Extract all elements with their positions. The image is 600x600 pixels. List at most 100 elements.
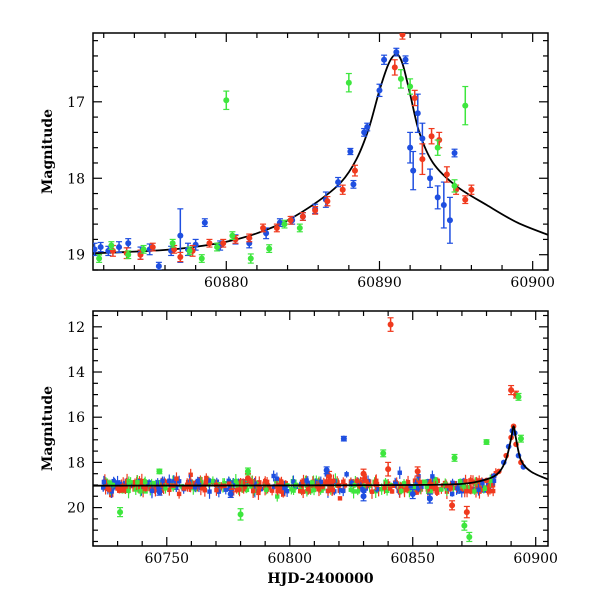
baseline-point — [278, 479, 284, 484]
baseline-point — [320, 484, 325, 489]
baseline-point — [349, 480, 354, 486]
plot-frame — [92, 32, 549, 271]
baseline-point — [275, 494, 280, 499]
baseline-point — [488, 478, 493, 484]
baseline-point — [123, 486, 128, 491]
data-point — [340, 435, 347, 442]
baseline-point — [158, 484, 164, 489]
baseline-point — [355, 481, 361, 486]
data-point — [177, 254, 184, 261]
baseline-point — [115, 480, 121, 485]
data-point — [281, 221, 288, 228]
baseline-point — [271, 484, 277, 489]
panel-top: 60880 60890 60900 17 18 19 Magnitude — [40, 32, 555, 291]
data-point — [198, 255, 205, 262]
baseline-point — [424, 484, 429, 489]
baseline-point — [188, 472, 193, 477]
baseline-point — [398, 486, 403, 491]
baseline-point — [300, 489, 306, 494]
data-point — [440, 202, 447, 209]
baseline-point — [321, 481, 326, 487]
baseline-point — [355, 489, 360, 494]
baseline-point — [135, 485, 141, 490]
baseline-point — [149, 488, 155, 494]
baseline-point — [198, 485, 204, 491]
baseline-point — [434, 486, 439, 492]
data-point — [410, 167, 417, 174]
baseline-point — [341, 488, 346, 494]
baseline-point — [448, 483, 453, 489]
data-point — [397, 75, 404, 82]
baseline-point — [167, 478, 172, 484]
data-point — [296, 224, 303, 231]
baseline-point — [291, 479, 296, 484]
data-point — [97, 244, 104, 251]
baseline-point — [434, 490, 440, 495]
y-tick-label: 14 — [67, 365, 85, 381]
data-point — [96, 255, 103, 262]
baseline-point — [384, 488, 390, 494]
data-point — [116, 244, 123, 251]
baseline-point — [451, 485, 456, 491]
baseline-point — [276, 486, 282, 491]
baseline-point — [417, 480, 423, 485]
baseline-point — [318, 479, 324, 485]
baseline-point — [348, 487, 353, 492]
baseline-point — [413, 490, 419, 495]
data-point — [186, 247, 193, 254]
model-curve — [93, 425, 548, 487]
baseline-point — [103, 485, 108, 491]
baseline-point — [405, 479, 411, 485]
baseline-point — [304, 478, 309, 483]
baseline-point — [239, 484, 245, 489]
baseline-point — [458, 479, 463, 485]
baseline-point — [444, 483, 450, 489]
baseline-point — [357, 484, 362, 489]
data-point — [155, 263, 162, 270]
baseline-point — [408, 484, 413, 489]
baseline-point — [140, 488, 146, 494]
y-tick-label: 12 — [67, 320, 85, 336]
baseline-point — [111, 478, 116, 484]
baseline-point — [404, 487, 410, 492]
baseline-point — [476, 487, 481, 492]
data-point — [350, 181, 357, 188]
data-point — [360, 470, 367, 477]
baseline-point — [412, 478, 418, 483]
data-point — [108, 242, 115, 249]
data-point — [402, 56, 409, 63]
baseline-point — [421, 479, 427, 484]
baseline-point — [214, 487, 219, 493]
data-point — [335, 179, 342, 186]
baseline-point — [210, 478, 216, 484]
baseline-point — [397, 470, 402, 475]
data-point — [451, 454, 458, 461]
x-tick-label: 60880 — [204, 275, 249, 291]
data-point — [117, 509, 124, 516]
baseline-point — [388, 486, 393, 491]
baseline-point — [331, 478, 336, 484]
data-point — [227, 491, 234, 498]
baseline-point — [223, 487, 228, 492]
baseline-point — [174, 485, 179, 491]
baseline-point — [174, 476, 179, 481]
data-point — [125, 251, 132, 258]
data-point — [345, 79, 352, 86]
baseline-point — [461, 484, 466, 489]
baseline-point — [284, 488, 290, 494]
data-point — [360, 493, 367, 500]
baseline-point — [474, 478, 479, 483]
baseline-point — [138, 480, 143, 485]
baseline-point — [300, 479, 305, 485]
x-tick-label: 60900 — [510, 275, 555, 291]
data-point — [462, 196, 469, 203]
panel-bottom: 60750 60800 60850 60900 12 14 16 18 20 Magnitude H… — [40, 310, 558, 587]
baseline-point — [312, 484, 317, 489]
baseline-point — [176, 491, 182, 497]
data-point — [393, 49, 400, 56]
data-point — [299, 213, 306, 220]
baseline-point — [407, 488, 412, 494]
data-point — [201, 219, 208, 226]
baseline-point — [402, 486, 407, 491]
